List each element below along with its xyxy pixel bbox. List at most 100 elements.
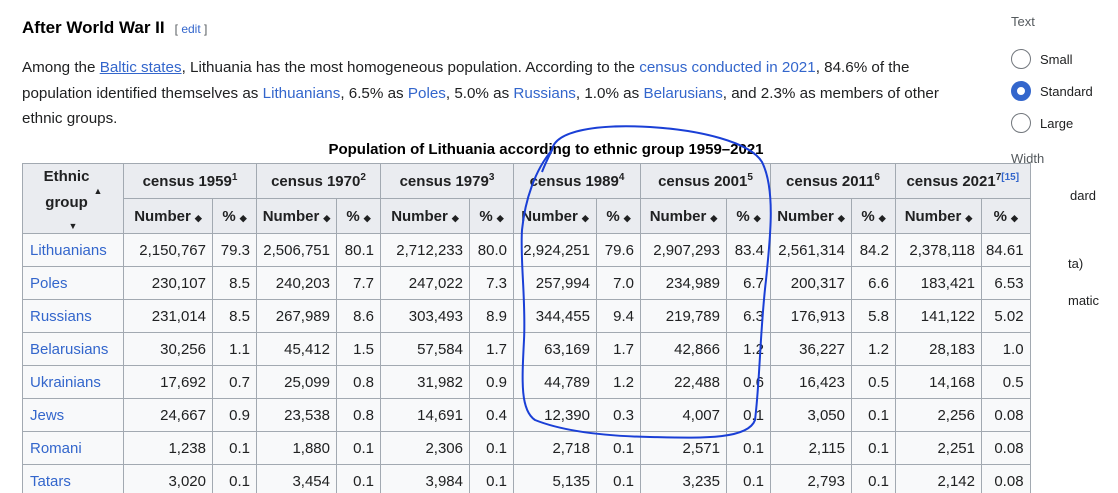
sort-icon[interactable]: ◆ [194, 212, 202, 223]
sort-number-3[interactable]: Number ◆ [513, 198, 597, 234]
sort-number-6[interactable]: Number ◆ [895, 198, 982, 234]
population-number-cell: 30,256 [123, 332, 213, 366]
population-percent-cell: 0.1 [336, 431, 381, 465]
sort-number-0[interactable]: Number ◆ [123, 198, 213, 234]
population-percent-cell: 79.3 [212, 233, 257, 267]
ethnic-group-link[interactable]: Jews [30, 406, 65, 424]
population-number-cell: 267,989 [256, 299, 337, 333]
population-number-cell: 1,880 [256, 431, 337, 465]
edit-section: [ edit ] [174, 22, 208, 36]
population-number-cell: 344,455 [513, 299, 597, 333]
population-number-cell: 183,421 [895, 266, 982, 300]
link-lithuanians[interactable]: Lithuanians [262, 84, 341, 102]
table-row: Poles 230,107 8.5 240,203 7.7 247,022 7.3 257,9… [22, 266, 1031, 300]
sort-number-4[interactable]: Number ◆ [640, 198, 727, 234]
population-number-cell: 17,692 [123, 365, 213, 399]
population-percent-cell: 0.7 [212, 365, 257, 399]
sort-icon[interactable]: ◆ [837, 212, 845, 223]
sort-percent-6[interactable]: % ◆ [981, 198, 1031, 234]
sort-percent-3[interactable]: % ◆ [596, 198, 641, 234]
population-number-cell: 200,317 [770, 266, 852, 300]
population-percent-cell: 0.1 [469, 464, 514, 493]
radio-icon[interactable] [1011, 113, 1031, 133]
population-percent-cell: 0.08 [981, 431, 1031, 465]
column-census-3: census 19894 [513, 163, 641, 199]
population-percent-cell: 8.5 [212, 299, 257, 333]
sort-icon[interactable]: ◆ [965, 212, 973, 223]
link-belarusians[interactable]: Belarusians [643, 84, 723, 102]
sort-icon[interactable]: ◆ [363, 212, 371, 223]
edit-section-link[interactable]: edit [181, 22, 201, 36]
link-baltic-states[interactable]: Baltic states [99, 59, 182, 76]
population-number-cell: 2,907,293 [640, 233, 727, 267]
ethnic-group-link[interactable]: Ukrainians [30, 373, 101, 391]
population-percent-cell: 0.3 [596, 398, 641, 432]
sort-icon[interactable]: ◆ [878, 212, 886, 223]
population-number-cell: 28,183 [895, 332, 982, 366]
ethnic-group-link[interactable]: Lithuanians [30, 241, 107, 259]
table-row: Tatars 3,020 0.1 3,454 0.1 3,984 0.1 5,135 0.1 3,… [22, 464, 1031, 493]
citation-link[interactable]: [15] [1001, 171, 1020, 183]
population-number-cell: 14,168 [895, 365, 982, 399]
link-poles[interactable]: Poles [407, 84, 446, 102]
column-census-5: census 20116 [770, 163, 896, 199]
population-percent-cell: 7.0 [596, 266, 641, 300]
population-number-cell: 25,099 [256, 365, 337, 399]
table-caption: Population of Lithuania according to eth… [328, 141, 764, 158]
population-percent-cell: 6.7 [726, 266, 771, 300]
sort-icon[interactable]: ▲ ▼ [68, 185, 103, 231]
link-census-2021[interactable]: census conducted in 2021 [639, 59, 816, 76]
sort-number-1[interactable]: Number ◆ [256, 198, 337, 234]
sort-percent-1[interactable]: % ◆ [336, 198, 381, 234]
sort-icon[interactable]: ◆ [710, 212, 718, 223]
column-census-2: census 19793 [380, 163, 514, 199]
population-percent-cell: 80.1 [336, 233, 381, 267]
ethnic-group-link[interactable]: Poles [30, 274, 68, 292]
population-percent-cell: 0.8 [336, 365, 381, 399]
ethnic-population-table: Ethnic group▲ ▼ census 19591 census 19702 ce… [22, 163, 1031, 493]
text-size-small[interactable]: Small [1011, 48, 1073, 70]
population-percent-cell: 0.1 [212, 431, 257, 465]
ethnic-group-link[interactable]: Tatars [30, 472, 71, 490]
ethnic-group-link[interactable]: Romani [30, 439, 82, 457]
sort-number-2[interactable]: Number ◆ [380, 198, 470, 234]
population-number-cell: 234,989 [640, 266, 727, 300]
population-percent-cell: 0.6 [726, 365, 771, 399]
population-number-cell: 3,454 [256, 464, 337, 493]
link-russians[interactable]: Russians [513, 84, 576, 102]
table-row: Ukrainians 17,692 0.7 25,099 0.8 31,982 0.9 44,… [22, 365, 1031, 399]
population-number-cell: 63,169 [513, 332, 597, 366]
table-row: Romani 1,238 0.1 1,880 0.1 2,306 0.1 2,718 0.1 2,… [22, 431, 1031, 465]
column-ethnic-group[interactable]: Ethnic group▲ ▼ [22, 163, 124, 234]
population-percent-cell: 0.1 [596, 464, 641, 493]
population-percent-cell: 0.08 [981, 464, 1031, 493]
population-percent-cell: 84.61 [981, 233, 1031, 267]
population-percent-cell: 1.2 [596, 365, 641, 399]
ethnic-group-link[interactable]: Russians [30, 307, 92, 325]
sort-percent-4[interactable]: % ◆ [726, 198, 771, 234]
sort-icon[interactable]: ◆ [496, 212, 504, 223]
text-size-standard[interactable]: Standard [1011, 80, 1093, 102]
sort-icon[interactable]: ◆ [451, 212, 459, 223]
sort-percent-0[interactable]: % ◆ [212, 198, 257, 234]
ethnic-group-link[interactable]: Belarusians [30, 340, 109, 358]
sort-percent-2[interactable]: % ◆ [469, 198, 514, 234]
population-number-cell: 2,712,233 [380, 233, 470, 267]
population-percent-cell: 0.8 [336, 398, 381, 432]
width-option-fragment: matic [1068, 293, 1100, 308]
sort-icon[interactable]: ◆ [1010, 212, 1018, 223]
sort-icon[interactable]: ◆ [623, 212, 631, 223]
population-number-cell: 2,256 [895, 398, 982, 432]
text-size-large[interactable]: Large [1011, 112, 1073, 134]
sort-icon[interactable]: ◆ [239, 212, 247, 223]
sort-icon[interactable]: ◆ [581, 212, 589, 223]
radio-selected-icon[interactable] [1011, 81, 1031, 101]
table-row: Lithuanians 2,150,767 79.3 2,506,751 80.1 2,7… [22, 233, 1031, 267]
radio-icon[interactable] [1011, 49, 1031, 69]
sort-icon[interactable]: ◆ [323, 212, 331, 223]
population-percent-cell: 0.4 [469, 398, 514, 432]
sort-number-5[interactable]: Number ◆ [770, 198, 852, 234]
sort-percent-5[interactable]: % ◆ [851, 198, 896, 234]
sort-icon[interactable]: ◆ [753, 212, 761, 223]
population-percent-cell: 0.1 [851, 398, 896, 432]
